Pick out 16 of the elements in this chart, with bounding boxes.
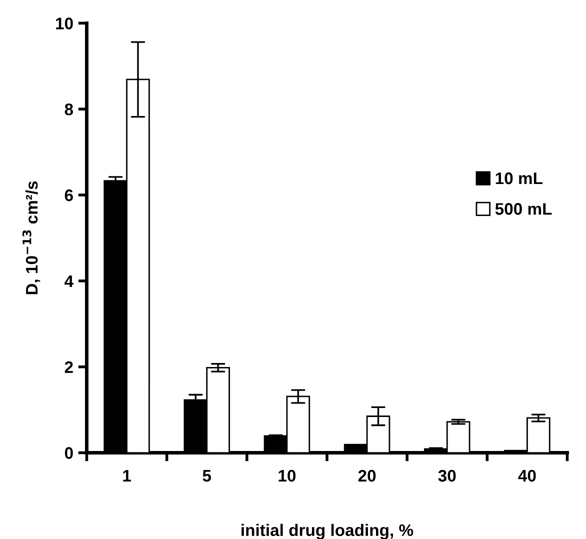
x-tick-label: 30 [438,470,456,482]
y-tick-label: 6 [64,189,73,202]
x-tick-label: 10 [278,470,296,482]
x-tick-label: 20 [358,470,376,482]
x-tick-label: 1 [123,470,131,482]
y-tick-label: 4 [64,276,74,287]
legend-label: 10 mL [496,172,542,184]
legend-label: 500 mL [495,203,552,215]
y-tick-label: 2 [64,361,73,373]
y-tick-label: 8 [64,103,74,116]
y-axis-title: D, 10$^{−13}$ cm²/s [22,181,40,294]
x-tick-label: 5 [202,470,212,482]
y-tick-label: 10 [56,18,73,30]
y-tick-label: 0 [64,447,73,459]
x-axis-title: initial drug loading, % [242,524,414,539]
x-tick-label: 40 [518,470,536,482]
